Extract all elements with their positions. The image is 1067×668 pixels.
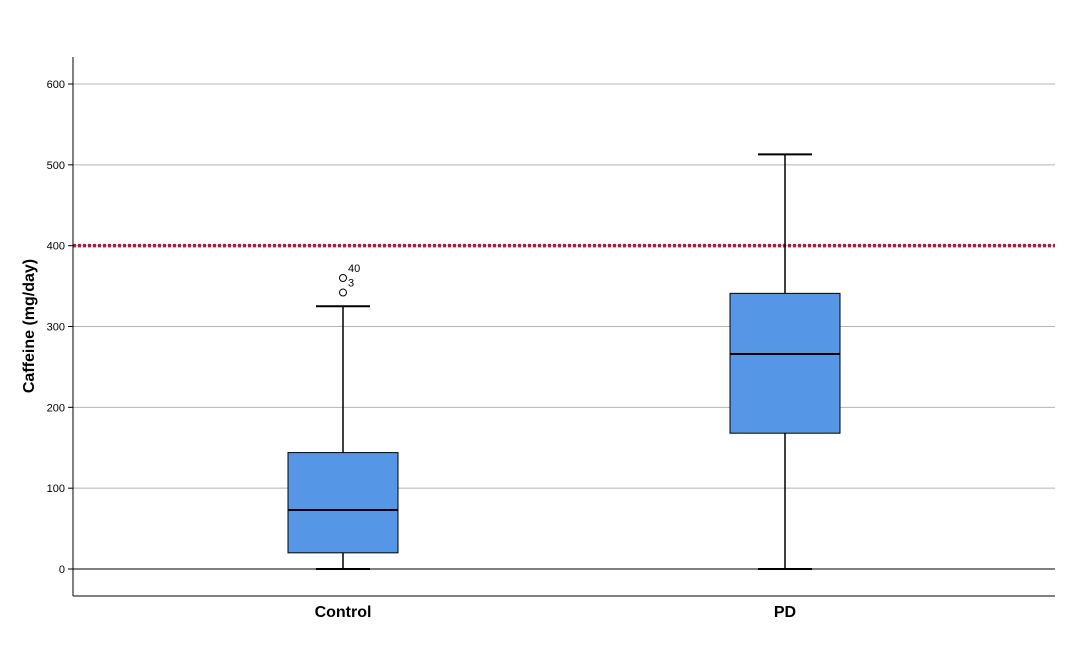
axes — [68, 57, 1055, 597]
y-tick-label: 400 — [47, 241, 65, 253]
y-tick-label: 0 — [59, 564, 65, 576]
outlier-label: 40 — [348, 263, 360, 275]
gridlines — [73, 83, 1055, 570]
y-tick-label: 500 — [47, 160, 65, 172]
y-tick-label: 200 — [47, 402, 65, 414]
box-pd — [729, 153, 841, 570]
boxes: 340 — [287, 153, 841, 570]
iqr-box — [729, 292, 841, 434]
x-category-label: Control — [315, 604, 372, 621]
box-control: 340 — [287, 263, 399, 570]
outlier-label: 3 — [348, 278, 354, 290]
iqr-box — [287, 452, 399, 554]
y-tick-label: 100 — [47, 483, 65, 495]
outlier-point — [339, 274, 347, 282]
outlier-point — [339, 288, 347, 297]
y-axis-title: Caffeine (mg/day) — [21, 259, 38, 393]
labels: 0 100 200 300 400 500 600 Control PD — [47, 79, 796, 621]
y-tick-label: 600 — [47, 79, 65, 91]
y-tick-label: 300 — [47, 322, 65, 334]
x-category-label: PD — [774, 604, 796, 621]
